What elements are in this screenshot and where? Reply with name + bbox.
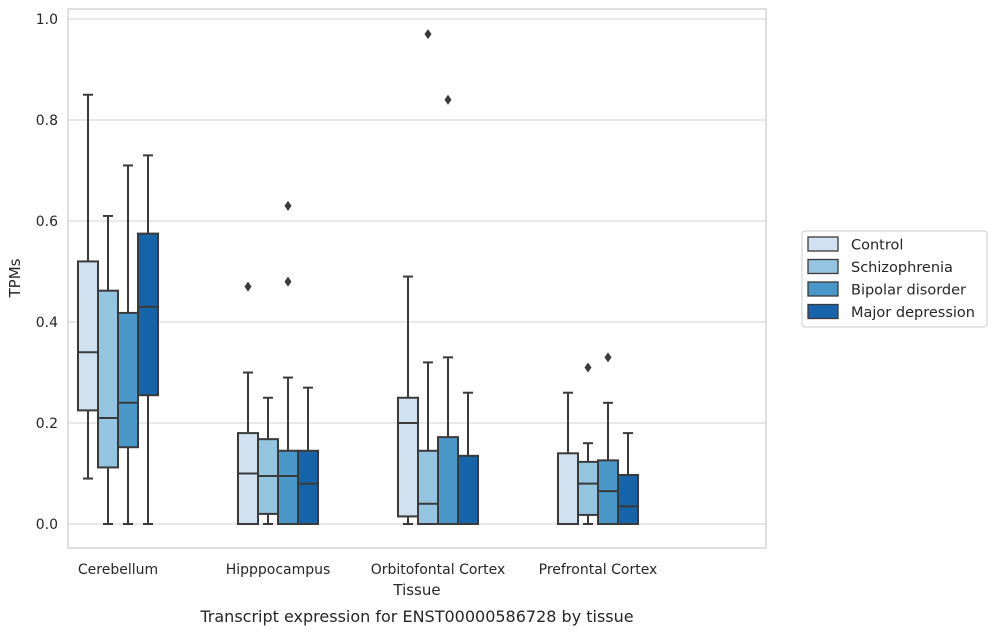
outlier-marker — [424, 29, 432, 40]
x-axis-label: Tissue — [392, 581, 440, 599]
legend-label: Bipolar disorder — [851, 283, 966, 299]
outlier-marker — [584, 362, 592, 373]
y-axis-label: TPMs — [6, 258, 24, 298]
box-rect — [417, 449, 439, 525]
box-rect — [277, 449, 299, 525]
box-rect — [117, 311, 139, 449]
box-rect — [597, 459, 619, 525]
y-tick-label: 0.8 — [36, 113, 58, 129]
box-major-depression — [617, 432, 639, 526]
y-tick-label: 0.2 — [36, 416, 58, 432]
box-schizophrenia — [257, 396, 279, 525]
legend-swatch — [807, 303, 839, 320]
outlier-marker — [444, 94, 452, 105]
box-schizophrenia — [417, 29, 439, 525]
box-bipolar-disorder — [277, 200, 299, 525]
box-bipolar-disorder — [437, 94, 459, 526]
box-rect — [77, 260, 99, 412]
box-rect — [297, 449, 319, 525]
y-tick-label: 1.0 — [36, 12, 58, 28]
y-tick-label: 0.6 — [36, 214, 58, 230]
legend-label: Major depression — [851, 305, 975, 321]
box-rect — [137, 232, 159, 397]
outlier-marker — [244, 281, 252, 292]
legend-swatch — [807, 236, 839, 252]
y-tick-label: 0.4 — [36, 315, 58, 331]
legend-label: Control — [851, 238, 903, 254]
x-tick-label: Cerebellum — [78, 562, 158, 578]
box-rect — [437, 436, 459, 526]
y-grid-lines — [68, 18, 766, 525]
x-tick-label: Orbitofontal Cortex — [371, 562, 506, 578]
legend-frame — [801, 230, 988, 328]
legend: Control Schizophrenia Bipolar disorder Majo… — [801, 230, 988, 328]
box-rect — [557, 452, 579, 525]
box-major-depression — [297, 386, 319, 525]
box-rect — [397, 396, 419, 518]
y-tick-label: 0.0 — [36, 517, 58, 533]
legend-label: Schizophrenia — [851, 260, 953, 276]
box-bipolar-disorder — [117, 164, 139, 525]
y-tick-labels: 0.0 0.2 0.4 0.6 0.8 1.0 — [36, 12, 58, 533]
legend-swatch — [807, 281, 839, 297]
box-groups — [77, 29, 639, 526]
legend-swatch — [807, 258, 839, 275]
box-rect — [457, 454, 479, 526]
outlier-marker — [284, 276, 292, 287]
box-major-depression — [137, 154, 159, 525]
box-schizophrenia — [577, 362, 599, 525]
box-schizophrenia — [97, 214, 119, 525]
box-rect — [577, 460, 599, 516]
chart-caption: Transcript expression for ENST0000058672… — [199, 607, 633, 626]
box-control — [397, 275, 419, 525]
box-rect — [97, 289, 119, 469]
outlier-marker — [284, 200, 292, 211]
box-rect — [237, 432, 259, 526]
plot-frame — [67, 8, 767, 549]
x-tick-label: Hipppocampus — [226, 562, 331, 578]
box-rect — [617, 474, 639, 526]
x-tick-label: Prefrontal Cortex — [539, 562, 658, 578]
box-control — [557, 391, 579, 525]
box-control — [77, 93, 99, 480]
box-bipolar-disorder — [597, 352, 619, 525]
box-control — [237, 281, 259, 526]
x-tick-labels: Cerebellum Hipppocampus Orbitofontal Corte… — [78, 562, 657, 578]
box-major-depression — [457, 391, 479, 526]
outlier-marker — [604, 352, 612, 363]
